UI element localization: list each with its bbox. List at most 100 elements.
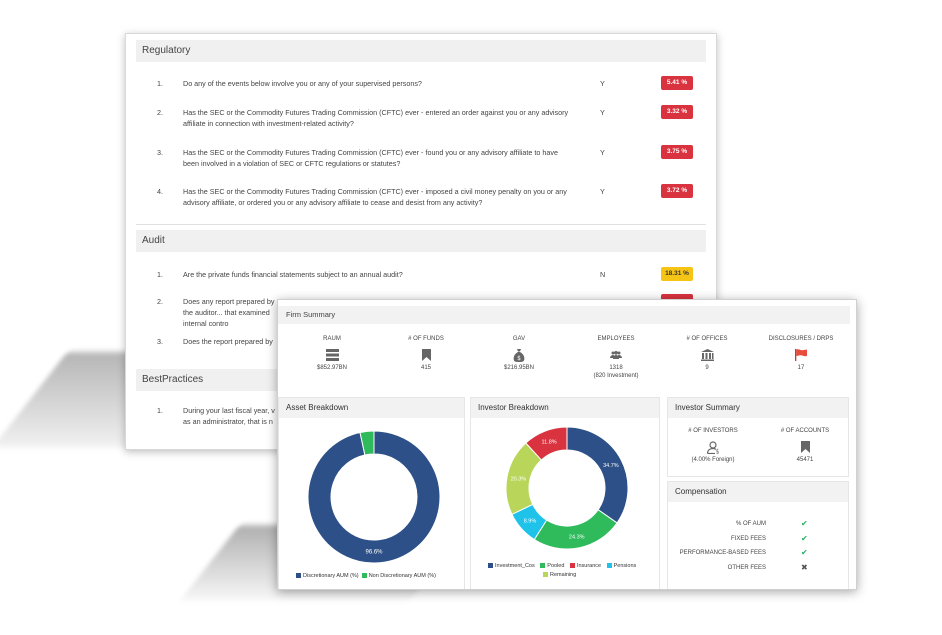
question-number: 2. (157, 297, 163, 306)
server-icon (287, 346, 377, 364)
stat-gav: GAV $ $216.95BN (474, 336, 564, 372)
svg-text:$: $ (715, 448, 719, 454)
percent-badge: 18.31 % (661, 267, 693, 281)
legend-label: Non Discretionary AUM (%) (368, 573, 436, 579)
panel-title: Investor Summary (668, 398, 848, 418)
flag-icon (756, 346, 846, 364)
stat-label: RAUM (323, 336, 341, 342)
legend-swatch (361, 573, 367, 578)
question-text: Does any report prepared by the auditor.… (183, 297, 275, 328)
stat-accounts: # OF ACCOUNTS 45471 (760, 428, 850, 464)
asset-legend: Discretionary AUM (%) Non Discretionary … (296, 573, 436, 579)
legend-label: Pensions (613, 563, 637, 569)
donut-slice-pensions[interactable] (525, 426, 568, 461)
question-text: Has the SEC or the Commodity Futures Tra… (183, 187, 567, 207)
question-text: Has the SEC or the Commodity Futures Tra… (183, 148, 558, 168)
bookmark-icon (381, 346, 471, 364)
question-text: Are the private funds financial statemen… (183, 270, 403, 279)
legend-swatch (296, 573, 301, 578)
question-number: 3. (157, 148, 163, 157)
question-answer: Y (600, 108, 605, 117)
question-number: 1. (157, 270, 163, 279)
compensation-label: FIXED FEES (730, 536, 766, 542)
donut-data-label: 34.7% (603, 463, 619, 469)
donut-data-label: 96.6% (365, 550, 383, 556)
user-dollar-icon: $ (668, 438, 758, 456)
question-answer: N (600, 270, 606, 279)
section-header-audit: Audit (136, 230, 706, 252)
bookmark-icon (760, 438, 850, 456)
donut-slice-non-discretionary-aum[interactable] (359, 430, 375, 456)
donut-data-label: 8.9% (524, 519, 537, 525)
stat-label: EMPLOYEES (597, 336, 635, 342)
percent-badge: 3.72 % (661, 184, 693, 198)
percent-badge: 3.32 % (661, 105, 693, 119)
legend-swatch (569, 563, 575, 568)
question-answer: Y (600, 148, 605, 157)
panel-title: Investor Breakdown (471, 398, 659, 418)
stat-value: 1318 (609, 365, 623, 371)
asset-breakdown-panel: Asset Breakdown 96.6% Discretionary AUM … (278, 397, 465, 589)
check-icon: ✔ (801, 519, 808, 528)
legend-label: Insurance (576, 563, 602, 569)
x-icon: ✖ (801, 563, 808, 572)
stat-value: 17 (797, 365, 805, 371)
question-number: 1. (157, 406, 163, 415)
stat-value: 415 (420, 365, 431, 371)
stat-offices: # OF OFFICES 9 (662, 336, 752, 372)
stat-value: $216.95BN (503, 365, 535, 371)
compensation-label: OTHER FEES (727, 565, 766, 571)
percent-badge: 3.75 % (661, 145, 693, 159)
question-text: During your last fiscal year, v as an ad… (183, 406, 275, 426)
legend-label: Pooled (547, 563, 565, 569)
legend-swatch (543, 572, 548, 577)
legend-swatch (606, 563, 612, 568)
donut-data-label: 11.8% (541, 440, 556, 446)
question-number: 4. (157, 187, 163, 196)
investor-breakdown-panel: Investor Breakdown 34.7% 24.3% 8.9% 20.3% 11… (470, 397, 660, 589)
panel-title: Asset Breakdown (279, 398, 464, 418)
stat-subvalue: (820 Investment) (593, 373, 639, 379)
donut-data-label: 20.3% (511, 476, 527, 482)
firm-summary-card: Firm Summary RAUM $852.97BN # OF FUNDS 4… (277, 299, 857, 590)
question-text: Do any of the events below involve you o… (183, 79, 422, 88)
check-icon: ✔ (801, 534, 808, 543)
section-header-regulatory: Regulatory (136, 40, 706, 62)
percent-badge (661, 294, 693, 302)
stat-label: GAV (512, 336, 526, 342)
donut-slice-pooled[interactable] (533, 509, 618, 550)
legend-label: Investment_Cos (495, 563, 535, 569)
svg-text:$: $ (517, 355, 521, 362)
stat-label: # OF FUNDS (408, 336, 444, 342)
question-answer: Y (600, 79, 605, 88)
compensation-label: PERFORMANCE-BASED FEES (679, 550, 766, 556)
legend-label: Discretionary AUM (%) (303, 573, 359, 579)
donut-data-label: 24.3% (569, 534, 585, 540)
stat-label: # OF OFFICES (686, 336, 728, 342)
asset-donut-chart: 96.6% (307, 430, 441, 564)
firm-summary-title: Firm Summary (278, 306, 850, 324)
stat-disclosures: DISCLOSURES / DRPS 17 (756, 336, 846, 372)
compensation-panel: Compensation % OF AUM ✔ FIXED FEES ✔ PER… (667, 481, 849, 589)
donut-slice-discretionary-aum[interactable] (307, 430, 441, 564)
people-icon (571, 346, 661, 364)
check-icon: ✔ (801, 548, 808, 557)
stat-funds: # OF FUNDS 415 (381, 336, 471, 372)
stat-employees: EMPLOYEES 1318 (820 Investment) (571, 336, 661, 380)
question-answer: Y (600, 187, 605, 196)
question-number: 3. (157, 337, 163, 346)
legend-label: Remaining (550, 572, 577, 578)
bank-icon (662, 346, 752, 364)
stat-label: # OF ACCOUNTS (780, 428, 830, 434)
money-bag-icon: $ (474, 346, 564, 364)
question-text: Does the report prepared by (183, 337, 273, 346)
legend-swatch (540, 563, 546, 568)
donut-slice-investment-cos[interactable] (566, 426, 629, 524)
percent-badge: 5.41 % (661, 76, 693, 90)
stat-investors: # OF INVESTORS $ (4.00% Foreign) (668, 428, 758, 464)
legend-swatch (488, 563, 493, 568)
stat-label: # OF INVESTORS (688, 428, 738, 434)
investor-legend: Investment_Cos Pooled Insurance Pensions… (488, 562, 648, 580)
compensation-label: % OF AUM (735, 521, 766, 527)
stat-value: 9 (705, 365, 709, 371)
